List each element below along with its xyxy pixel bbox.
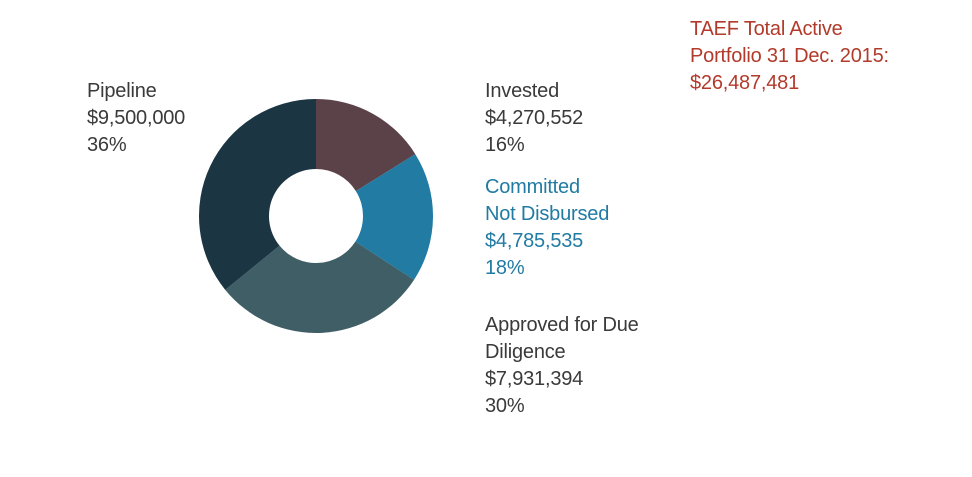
label-pipeline-name: Pipeline [87,80,157,102]
label-approved-name-line1: Approved for Due [485,314,639,336]
total-title-line1: TAEF Total Active [690,18,843,40]
slice-committed [355,154,433,280]
total-amount: $26,487,481 [690,72,800,94]
label-committed-amount: $4,785,535 [485,230,584,252]
label-invested-name: Invested [485,80,560,102]
label-pipeline-percent: 36% [87,134,127,156]
label-approved-name-line2: Diligence [485,341,566,363]
label-committed-name-line2: Not Disbursed [485,203,610,225]
label-invested-percent: 16% [485,134,525,156]
label-committed-name-line1: Committed [485,176,580,198]
label-invested-amount: $4,270,552 [485,107,584,129]
donut-slices [199,99,433,333]
total-title-line2: Portfolio 31 Dec. 2015: [690,45,889,67]
label-approved-amount: $7,931,394 [485,368,584,390]
slice-invested [316,99,416,192]
slice-pipeline [199,99,316,290]
label-approved-percent: 30% [485,395,525,417]
label-approved: Approved for Due Diligence $7,931,394 30… [485,312,639,420]
label-pipeline-amount: $9,500,000 [87,107,186,129]
slice-approved [225,241,415,333]
label-committed-percent: 18% [485,257,525,279]
total-portfolio-title: TAEF Total Active Portfolio 31 Dec. 2015… [690,16,889,97]
label-invested: Invested $4,270,552 16% [485,78,583,159]
label-pipeline: Pipeline $9,500,000 36% [87,78,185,159]
label-committed: Committed Not Disbursed $4,785,535 18% [485,174,609,282]
